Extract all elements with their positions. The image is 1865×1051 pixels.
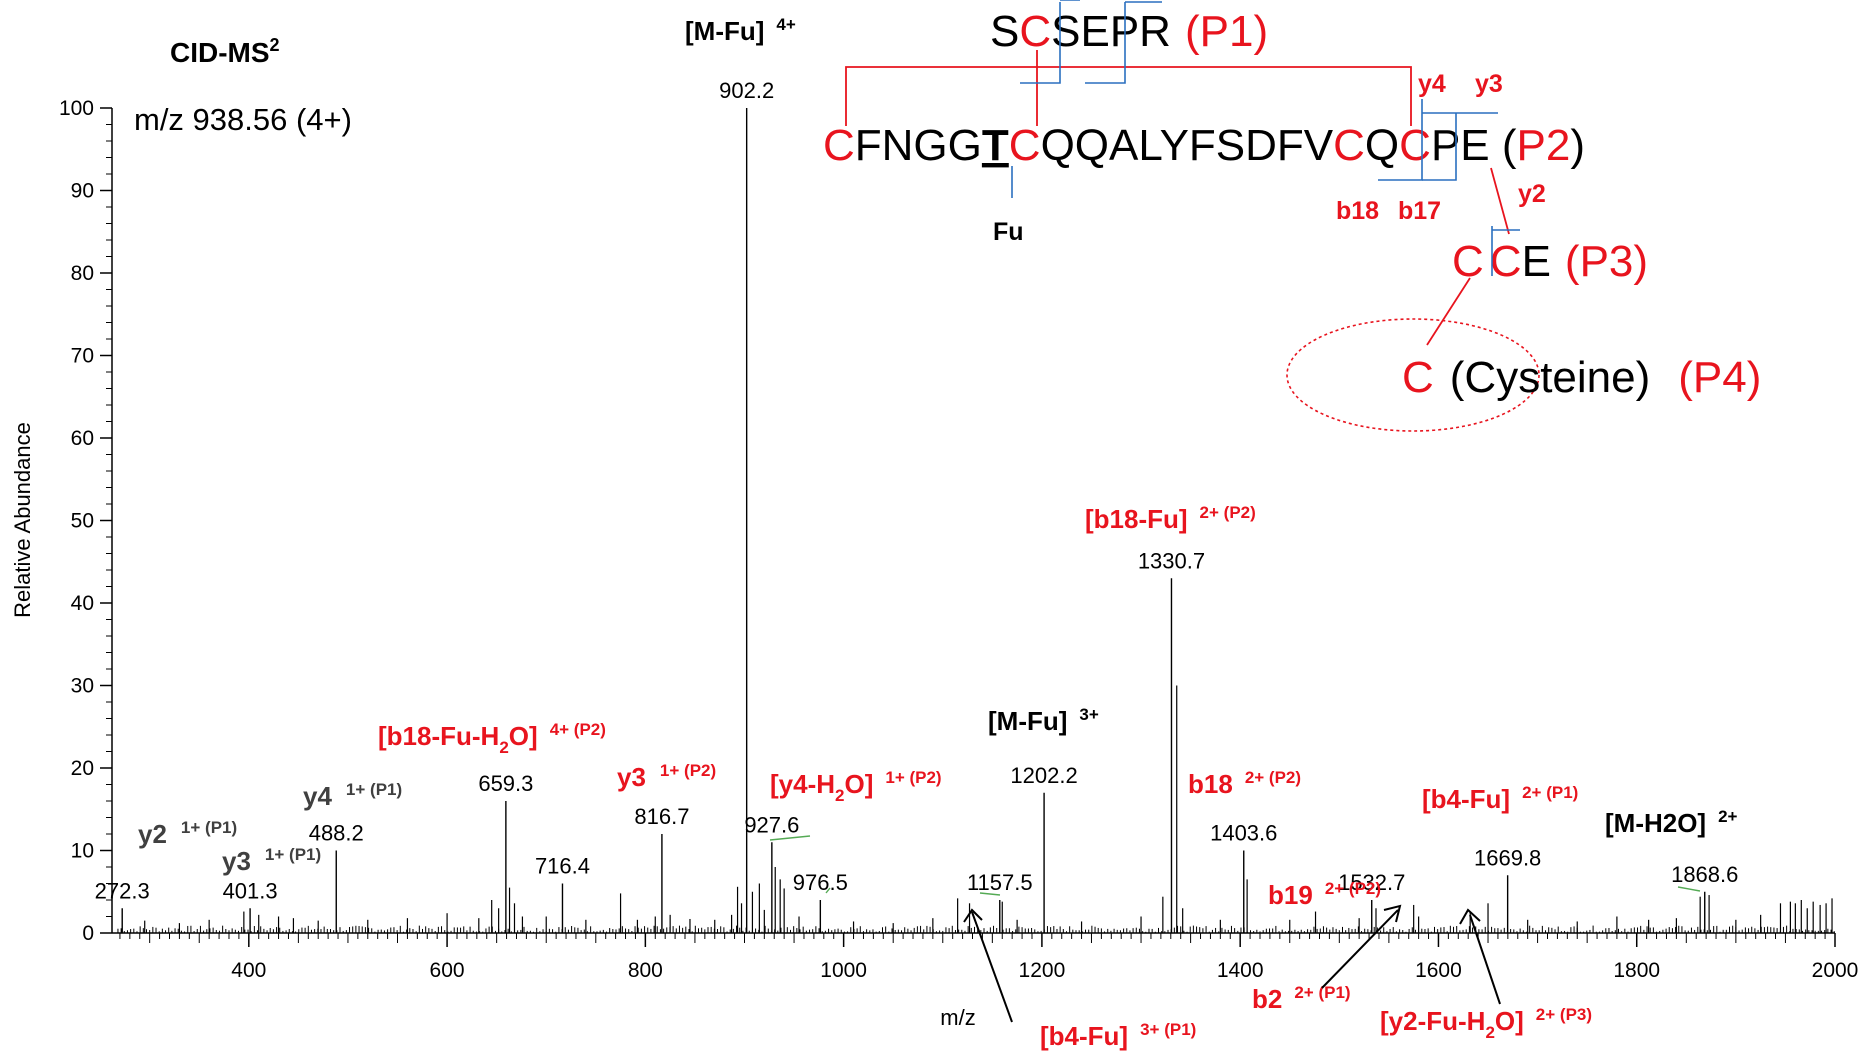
fragment-brackets <box>1020 0 1520 276</box>
peak-label-1532.7: 1532.7 <box>1338 870 1405 895</box>
x-tick-label: 2000 <box>1812 959 1859 982</box>
p4-ellipse <box>1286 318 1540 432</box>
peak-label-1157.5: 1157.5 <box>967 870 1033 895</box>
p2-bracket-y3 <box>1422 113 1457 181</box>
frag-b17: b17 <box>1398 197 1441 225</box>
peak-label-1868.6: 1868.6 <box>1671 862 1738 887</box>
y-tick-label: 70 <box>71 345 94 368</box>
x-ticks: 400 600 800 1000 1200 1400 1600 1800 2000 <box>119 933 1859 982</box>
peak-label-902.2: 902.2 <box>719 78 774 103</box>
y-tick-label: 50 <box>71 510 94 533</box>
chart-title-sup: 2 <box>270 35 280 55</box>
bond-p3-p4 <box>1426 277 1471 346</box>
peak-label-272.3: 272.3 <box>95 878 150 903</box>
peak-value-labels: 272.3 401.3 488.2 659.3 716.4 816.7 902.2 927.6… <box>95 78 1739 903</box>
peptide-structure: SCSEPR (P1) CFNGGTCQQALYFSDFVCQCPE (P2) C… <box>823 0 1761 432</box>
peak-label-816.7: 816.7 <box>634 804 689 829</box>
peak-label-1403.6: 1403.6 <box>1210 821 1277 846</box>
peak-label-488.2: 488.2 <box>309 821 364 846</box>
leader-976 <box>825 887 831 894</box>
y-tick-label: 0 <box>82 922 94 945</box>
x-axis-title: m/z <box>940 1005 975 1030</box>
leader-1157 <box>979 892 1001 896</box>
peak-label-927.6: 927.6 <box>744 812 799 837</box>
ann-y2-fu-h2o: [y2-Fu-H2O] 2+ (P3) <box>1380 1005 1592 1042</box>
bond-p2-p3 <box>1490 167 1510 235</box>
y-tick-label: 40 <box>71 592 94 615</box>
leader-927 <box>769 835 811 841</box>
arrow-head-b4-fu-3 <box>963 908 983 923</box>
ann-b18-fu: [b18-Fu] 2+ (P2) <box>1085 503 1256 534</box>
plot-axes: 0 10 20 30 40 50 60 70 80 90 100 400 600 800 1000 1200… <box>59 97 1858 982</box>
bond-p1-p2-outer <box>845 66 1412 126</box>
x-tick-label: 400 <box>231 959 266 982</box>
arrow-head-b2 <box>1383 904 1402 923</box>
peak-label-1202.2: 1202.2 <box>1010 763 1077 788</box>
ann-m-fu-3: [M-Fu] 3+ <box>988 705 1099 736</box>
ann-y3-p1: y3 1+ (P1) <box>222 845 321 876</box>
ion-annotations: y2 1+ (P1) y3 1+ (P1) y4 1+ (P1) [b18-Fu-H2… <box>138 15 1738 1051</box>
ann-m-fu-4: [M-Fu] 4+ <box>685 15 796 46</box>
y-tick-label: 20 <box>71 757 94 780</box>
peak-label-401.3: 401.3 <box>223 878 278 903</box>
x-tick-label: 600 <box>430 959 465 982</box>
frag-y2: y2 <box>1518 180 1546 208</box>
precursor-label: m/z 938.56 (4+) <box>134 102 352 137</box>
y-tick-label: 10 <box>71 840 94 863</box>
y-tick-label: 80 <box>71 262 94 285</box>
frag-y3: y3 <box>1475 70 1503 98</box>
ann-y4-h2o: [y4-H2O] 1+ (P2) <box>770 768 942 805</box>
p3-sequence: C CE (P3) <box>1452 237 1648 286</box>
disulfide-bonds <box>845 50 1510 346</box>
green-leaders <box>769 835 1701 896</box>
annotation-arrows <box>963 904 1501 1023</box>
ann-m-h2o: [M-H2O] 2+ <box>1605 807 1738 838</box>
fu-label: Fu <box>993 218 1024 246</box>
y-tick-label: 90 <box>71 180 94 203</box>
peak-label-1330.7: 1330.7 <box>1138 548 1205 573</box>
p1-bracket-1 <box>1020 2 1061 84</box>
arrow-b4-fu-3 <box>971 911 1013 1023</box>
x-tick-label: 1600 <box>1415 959 1462 982</box>
p2-sequence: CFNGGTCQQALYFSDFVCQCPE (P2) <box>823 121 1585 170</box>
ann-y3-p2: y3 1+ (P2) <box>617 761 716 792</box>
ann-b19-p2: b19 2+ (P2) <box>1268 879 1381 910</box>
p1-sequence: SCSEPR (P1) <box>990 7 1268 56</box>
minor-peaks <box>117 685 1835 933</box>
ann-b2-p1: b2 2+ (P1) <box>1252 983 1351 1014</box>
ann-b4-fu-2: [b4-Fu] 2+ (P1) <box>1422 783 1578 814</box>
frag-y4: y4 <box>1418 70 1446 98</box>
ann-b18-fu-h2o: [b18-Fu-H2O] 4+ (P2) <box>378 720 606 757</box>
y-axis-title: Relative Abundance <box>10 422 35 618</box>
y-tick-label: 60 <box>71 427 94 450</box>
y-tick-label: 30 <box>71 675 94 698</box>
p4-sequence: C (Cysteine) (P4) <box>1402 353 1761 402</box>
arrow-head-y2-fu-h2o <box>1459 908 1481 925</box>
x-tick-label: 800 <box>628 959 663 982</box>
ann-b18-p2: b18 2+ (P2) <box>1188 768 1301 799</box>
y-tick-label: 100 <box>59 97 94 120</box>
ann-y2-p1: y2 1+ (P1) <box>138 818 237 849</box>
peak-label-716.4: 716.4 <box>535 854 590 879</box>
peak-label-1669.8: 1669.8 <box>1474 845 1541 870</box>
peak-label-659.3: 659.3 <box>478 771 533 796</box>
ann-b4-fu-3: [b4-Fu] 3+ (P1) <box>1040 1020 1196 1051</box>
x-tick-label: 1000 <box>820 959 867 982</box>
p1-bracket-2 <box>1085 2 1126 84</box>
chart-title: CID-MS2 <box>170 35 280 68</box>
frag-b18: b18 <box>1336 197 1379 225</box>
y-ticks: 0 10 20 30 40 50 60 70 80 90 100 <box>59 97 112 945</box>
ann-y4-p1: y4 1+ (P1) <box>303 780 402 811</box>
peak-label-976.5: 976.5 <box>793 870 848 895</box>
x-tick-label: 1400 <box>1217 959 1264 982</box>
leader-1868 <box>1677 886 1701 892</box>
arrow-y2-fu-h2o <box>1469 914 1501 1005</box>
arrow-b2 <box>1321 909 1399 989</box>
x-tick-label: 1800 <box>1613 959 1660 982</box>
x-tick-label: 1200 <box>1019 959 1066 982</box>
labeled-peaks <box>121 108 1706 933</box>
